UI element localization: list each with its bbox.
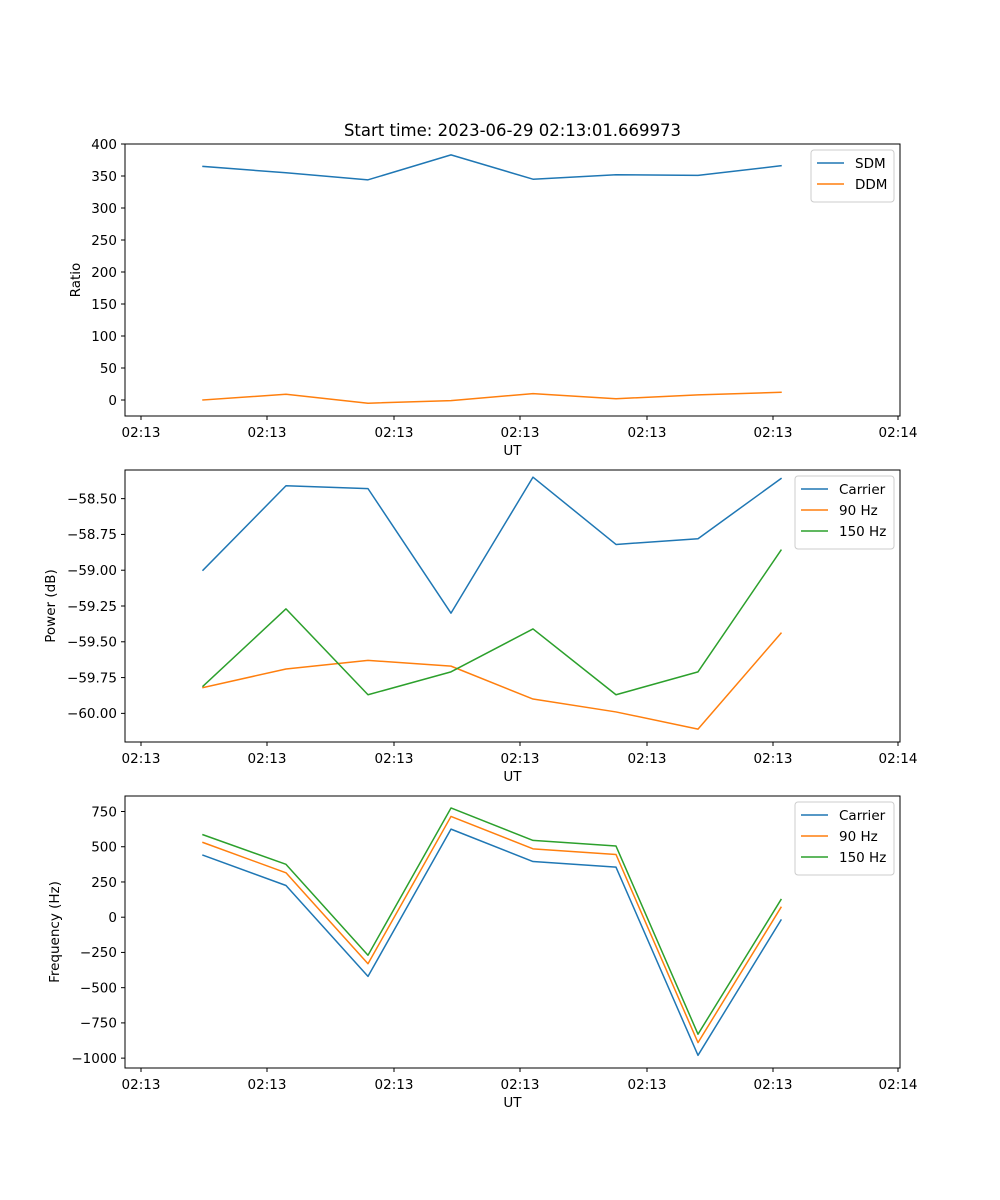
legend-label: SDM — [855, 156, 886, 172]
x-tick-label: 02:13 — [754, 1077, 793, 1093]
x-tick-label: 02:13 — [628, 751, 667, 767]
series-line-150-hz — [201, 549, 783, 696]
x-tick-label: 02:13 — [501, 425, 540, 441]
series-line-150-hz — [202, 807, 783, 1035]
legend: Carrier 90 Hz 150 Hz — [794, 801, 895, 876]
y-tick-label: −1000 — [71, 1051, 117, 1067]
x-axis-label: UT — [503, 443, 522, 459]
y-tick-label: 400 — [91, 137, 117, 153]
y-tick-label: −59.25 — [67, 599, 117, 615]
y-tick-label: 350 — [91, 169, 117, 185]
legend: SDM DDM — [810, 149, 895, 203]
axes-frame — [124, 795, 901, 1069]
series-line-carrier — [201, 476, 783, 614]
y-tick-label: −58.75 — [67, 527, 117, 543]
y-tick-label: −750 — [80, 1016, 117, 1032]
y-tick-label: 0 — [108, 393, 117, 409]
x-tick-label: 02:13 — [122, 1077, 161, 1093]
legend: Carrier 90 Hz 150 Hz — [794, 475, 895, 550]
x-tick-label: 02:13 — [122, 425, 161, 441]
y-tick-label: −58.50 — [67, 491, 117, 507]
legend-label: Carrier — [839, 808, 886, 824]
legend-label: 150 Hz — [839, 524, 886, 540]
legend-label: 90 Hz — [839, 503, 878, 519]
x-tick-label: 02:13 — [248, 1077, 287, 1093]
y-tick-label: −60.00 — [67, 706, 117, 722]
x-tick-label: 02:13 — [501, 1077, 540, 1093]
y-tick-label: −59.75 — [67, 670, 117, 686]
x-tick-label: 02:13 — [375, 425, 414, 441]
x-tick-label: 02:13 — [501, 751, 540, 767]
x-tick-label: 02:14 — [879, 751, 918, 767]
y-tick-label: 0 — [108, 910, 117, 926]
x-tick-label: 02:14 — [879, 1077, 918, 1093]
x-tick-label: 02:13 — [375, 1077, 414, 1093]
series-line-90-hz — [202, 815, 783, 1044]
chart-panel-2: 02:13 02:13 02:13 02:13 02:13 02:13 02:14 UT −60… — [43, 469, 918, 785]
legend-label: 150 Hz — [839, 850, 886, 866]
y-tick-label: 250 — [91, 233, 117, 249]
legend-label: 90 Hz — [839, 829, 878, 845]
y-tick-label: 250 — [91, 875, 117, 891]
series-line-ddm — [202, 391, 782, 404]
series-line-sdm — [202, 154, 782, 181]
legend-label: DDM — [855, 177, 887, 193]
y-tick-label: 750 — [91, 804, 117, 820]
chart-panel-1: Start time: 2023-06-29 02:13:01.66997302… — [68, 121, 917, 459]
y-tick-label: 200 — [91, 265, 117, 281]
axes-frame — [124, 143, 901, 417]
y-axis-label: Frequency (Hz) — [47, 881, 63, 983]
x-axis-label: UT — [503, 1095, 522, 1111]
y-axis-label: Power (dB) — [43, 569, 59, 642]
x-axis-label: UT — [503, 769, 522, 785]
y-axis-label: Ratio — [68, 263, 84, 298]
x-tick-label: 02:13 — [375, 751, 414, 767]
x-tick-label: 02:13 — [248, 751, 287, 767]
x-tick-label: 02:13 — [628, 425, 667, 441]
x-tick-label: 02:13 — [248, 425, 287, 441]
y-tick-label: 500 — [91, 840, 117, 856]
y-tick-label: 50 — [100, 361, 117, 377]
x-tick-label: 02:13 — [122, 751, 161, 767]
x-tick-label: 02:14 — [879, 425, 918, 441]
y-tick-label: −59.00 — [67, 563, 117, 579]
series-line-carrier — [202, 828, 783, 1057]
y-tick-label: 100 — [91, 329, 117, 345]
series-line-90-hz — [202, 632, 783, 730]
y-tick-label: 300 — [91, 201, 117, 217]
x-tick-label: 02:13 — [628, 1077, 667, 1093]
chart-panel-3: 02:13 02:13 02:13 02:13 02:13 02:13 02:14 UT −10… — [47, 795, 918, 1111]
y-tick-label: −250 — [80, 945, 117, 961]
y-tick-label: −59.50 — [67, 635, 117, 651]
x-tick-label: 02:13 — [754, 751, 793, 767]
legend-label: Carrier — [839, 482, 886, 498]
y-tick-label: 150 — [91, 297, 117, 313]
chart-title: Start time: 2023-06-29 02:13:01.669973 — [344, 121, 681, 140]
y-tick-label: −500 — [80, 980, 117, 996]
x-tick-label: 02:13 — [754, 425, 793, 441]
